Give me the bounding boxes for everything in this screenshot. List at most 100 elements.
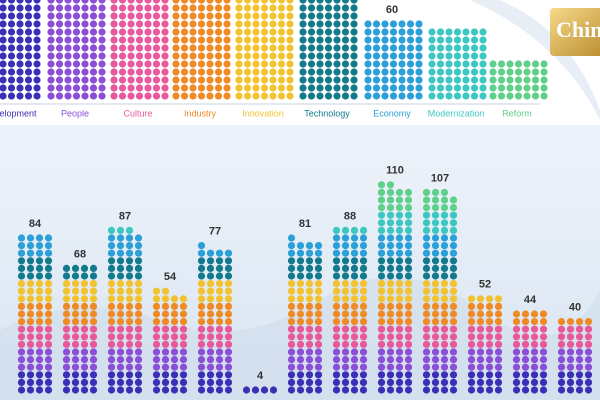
dot: [341, 242, 350, 250]
legend-dot: [350, 84, 358, 92]
legend-dot: [206, 84, 214, 92]
dot: [341, 340, 350, 348]
legend-dot: [479, 60, 487, 68]
dot: [449, 378, 458, 386]
dot: [557, 356, 566, 364]
dot: [35, 302, 44, 310]
dot: [26, 356, 35, 364]
legend-dot: [333, 12, 341, 20]
legend-dot: [479, 76, 487, 84]
legend-dot: [350, 12, 358, 20]
dot: [107, 348, 116, 356]
dot: [557, 340, 566, 348]
dot: [287, 318, 296, 326]
dot: [134, 378, 143, 386]
dot: [215, 264, 224, 272]
legend-dot: [364, 76, 372, 84]
dot: [215, 386, 224, 394]
legend-dot: [16, 52, 24, 60]
dot: [485, 363, 494, 371]
dot: [521, 371, 530, 379]
dot: [179, 318, 188, 326]
legend-dot: [398, 36, 406, 44]
dot: [80, 356, 89, 364]
dot: [224, 272, 233, 280]
legend-dot: [135, 20, 144, 28]
legend-dot: [462, 68, 470, 76]
dot: [197, 264, 206, 272]
dot: [170, 371, 179, 379]
dot: [395, 318, 404, 326]
dot: [350, 348, 359, 356]
legend-dot: [436, 52, 445, 60]
dot: [431, 310, 440, 318]
legend-dot: [223, 44, 231, 52]
dot: [377, 234, 386, 242]
legend-dot: [286, 60, 294, 68]
dot: [224, 295, 233, 303]
dot: [206, 378, 215, 386]
dot: [584, 371, 593, 379]
legend-dot: [197, 4, 206, 12]
legend-dot: [299, 84, 307, 92]
legend-dot: [197, 12, 206, 20]
legend-dot: [277, 68, 286, 76]
legend-dot: [286, 36, 294, 44]
legend-dot: [277, 28, 286, 36]
legend-dot: [333, 84, 341, 92]
legend-dot: [324, 0, 333, 4]
legend-dot: [110, 60, 118, 68]
dot: [404, 348, 413, 356]
legend-dot: [428, 44, 436, 52]
legend-dot: [135, 84, 144, 92]
dot: [296, 356, 305, 364]
legend-dot: [55, 12, 64, 20]
dot: [431, 325, 440, 333]
legend-dot: [372, 84, 381, 92]
dot: [359, 302, 368, 310]
dot: [467, 348, 476, 356]
legend-dot: [453, 52, 462, 60]
legend-dot: [89, 20, 98, 28]
dot: [395, 386, 404, 394]
dot: [197, 280, 206, 288]
dot: [377, 378, 386, 386]
dot: [116, 257, 125, 265]
dot: [134, 234, 143, 242]
legend-dot: [81, 4, 89, 12]
dot: [224, 386, 233, 394]
dot: [107, 356, 116, 364]
legend-dot: [110, 20, 118, 28]
legend-dot: [341, 20, 350, 28]
dot: [161, 333, 170, 341]
dot: [224, 333, 233, 341]
legend-dot: [127, 52, 135, 60]
legend-dot: [350, 60, 358, 68]
dot: [125, 333, 134, 341]
dot: [224, 363, 233, 371]
dot: [521, 340, 530, 348]
dot: [224, 249, 233, 257]
legend-dot: [189, 20, 197, 28]
dot: [494, 333, 503, 341]
dot: [332, 242, 341, 250]
dot: [125, 348, 134, 356]
dot: [215, 272, 224, 280]
legend-dot: [110, 76, 118, 84]
legend-dot: [350, 44, 358, 52]
dot: [341, 371, 350, 379]
legend-dot: [497, 68, 506, 76]
legend-dot: [260, 20, 269, 28]
legend-dot: [243, 76, 252, 84]
dot: [197, 318, 206, 326]
dot: [107, 340, 116, 348]
legend-column: [428, 28, 487, 100]
legend-dot: [197, 68, 206, 76]
dot: [440, 386, 449, 394]
dot: [125, 272, 134, 280]
dot: [26, 234, 35, 242]
dot: [476, 378, 485, 386]
dot: [476, 302, 485, 310]
value-label: 44: [524, 294, 537, 306]
dot: [377, 280, 386, 288]
